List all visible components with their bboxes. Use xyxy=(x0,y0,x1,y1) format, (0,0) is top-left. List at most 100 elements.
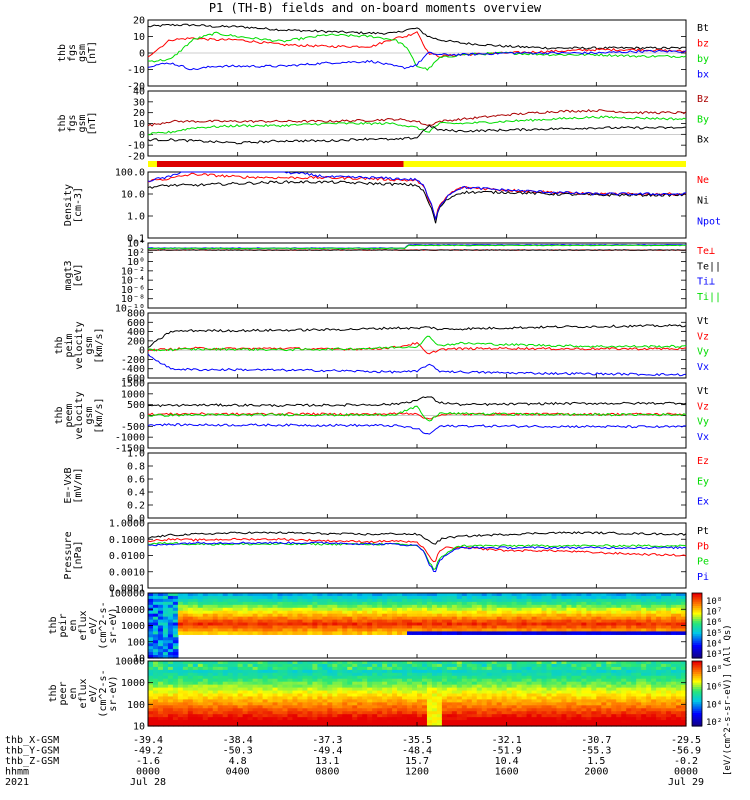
heatmap-cell xyxy=(511,607,518,612)
heatmap-cell xyxy=(162,720,169,724)
heatmap-cell xyxy=(556,666,563,671)
heatmap-cell xyxy=(666,705,672,709)
heatmap-cell xyxy=(646,723,652,727)
heatmap-cell xyxy=(182,684,189,689)
heatmap-cell xyxy=(357,705,363,709)
heatmap-cell xyxy=(521,604,528,609)
heatmap-cell xyxy=(217,604,224,609)
heatmap-cell xyxy=(297,708,304,712)
heatmap-cell xyxy=(212,601,219,606)
heatmap-cell xyxy=(397,598,403,603)
heatmap-cell xyxy=(262,723,269,727)
heatmap-cell xyxy=(287,675,294,680)
x-row-label: 2021 xyxy=(5,777,29,788)
heatmap-cell xyxy=(571,613,578,618)
heatmap-cell xyxy=(257,696,264,700)
heatmap-cell xyxy=(332,666,338,671)
heatmap-cell xyxy=(302,681,309,686)
heatmap-cell xyxy=(446,619,453,624)
heatmap-cell xyxy=(671,678,677,683)
heatmap-cell xyxy=(546,619,553,624)
heatmap-cell xyxy=(671,661,677,665)
heatmap-cell xyxy=(566,705,573,709)
heatmap-cell xyxy=(257,672,264,677)
heatmap-cell xyxy=(152,693,159,698)
heatmap-cell xyxy=(387,625,393,630)
heatmap-cell xyxy=(566,663,573,668)
heatmap-cell xyxy=(626,720,632,724)
heatmap-cell xyxy=(651,696,657,700)
heatmap-cell xyxy=(606,631,612,635)
heatmap-cell xyxy=(481,622,488,627)
heatmap-cell xyxy=(466,610,473,615)
heatmap-cell xyxy=(362,672,368,677)
heatmap-cell xyxy=(456,714,463,718)
heatmap-cell xyxy=(332,661,338,665)
heatmap-cell xyxy=(417,711,423,715)
heatmap-cell xyxy=(481,720,488,724)
heatmap-cell xyxy=(526,717,533,721)
heatmap-cell xyxy=(641,601,647,606)
heatmap-cell xyxy=(536,708,543,712)
heatmap-cell xyxy=(292,663,299,668)
colorbar-segment xyxy=(692,645,702,648)
heatmap-cell xyxy=(671,717,677,721)
heatmap-cell xyxy=(397,702,403,706)
heatmap-cell xyxy=(307,705,313,709)
heatmap-cell xyxy=(302,708,309,712)
heatmap-cell xyxy=(551,717,558,721)
heatmap-cell xyxy=(626,723,632,727)
heatmap-cell xyxy=(327,705,333,709)
heatmap-cell xyxy=(516,607,523,612)
heatmap-cell xyxy=(237,687,244,692)
heatmap-cell xyxy=(616,714,622,718)
heatmap-cell xyxy=(232,625,239,630)
heatmap-cell xyxy=(187,711,194,715)
heatmap-cell xyxy=(491,672,498,677)
heatmap-cell xyxy=(272,613,279,618)
heatmap-cell xyxy=(576,684,582,689)
heatmap-cell xyxy=(651,663,657,668)
heatmap-cell xyxy=(511,699,518,703)
y-tick-label: 0.6 xyxy=(127,475,145,486)
heatmap-cell xyxy=(476,669,483,674)
heatmap-cell xyxy=(167,593,174,597)
heatmap-cell xyxy=(332,723,338,727)
y-axis-label: thb xyxy=(54,406,65,424)
heatmap-cell xyxy=(217,628,224,632)
heatmap-cell xyxy=(661,696,667,700)
heatmap-cell xyxy=(506,675,513,680)
heatmap-cell xyxy=(252,616,259,621)
heatmap-cell xyxy=(282,598,289,603)
heatmap-cell xyxy=(536,696,543,700)
heatmap-cell xyxy=(581,708,587,712)
heatmap-cell xyxy=(546,687,553,692)
legend-entry: Bz xyxy=(697,94,709,105)
heatmap-cell xyxy=(481,699,488,703)
heatmap-cell xyxy=(566,595,573,600)
heatmap-cell xyxy=(372,693,378,698)
heatmap-cell xyxy=(651,595,657,600)
heatmap-cell xyxy=(511,663,518,668)
heatmap-cell xyxy=(322,619,328,624)
heatmap-cell xyxy=(357,690,363,695)
figure-title: P1 (TH-B) fields and on-board moments ov… xyxy=(208,1,542,15)
heatmap-cell xyxy=(641,702,647,706)
heatmap-cell xyxy=(516,669,523,674)
heatmap-cell xyxy=(596,669,602,674)
heatmap-cell xyxy=(531,604,538,609)
y-tick-label: 200 xyxy=(127,336,145,347)
heatmap-cell xyxy=(372,687,378,692)
heatmap-cell xyxy=(601,593,607,597)
y-axis-label: peer xyxy=(58,681,69,705)
heatmap-cell xyxy=(666,714,672,718)
heatmap-cell xyxy=(646,717,652,721)
heatmap-cell xyxy=(611,699,617,703)
heatmap-cell xyxy=(546,702,553,706)
heatmap-cell xyxy=(267,604,274,609)
heatmap-cell xyxy=(287,672,294,677)
y-tick-label: 0 xyxy=(139,411,145,422)
y-tick-label: -10 xyxy=(127,141,145,152)
heatmap-cell xyxy=(511,616,518,621)
heatmap-cell xyxy=(237,690,244,695)
